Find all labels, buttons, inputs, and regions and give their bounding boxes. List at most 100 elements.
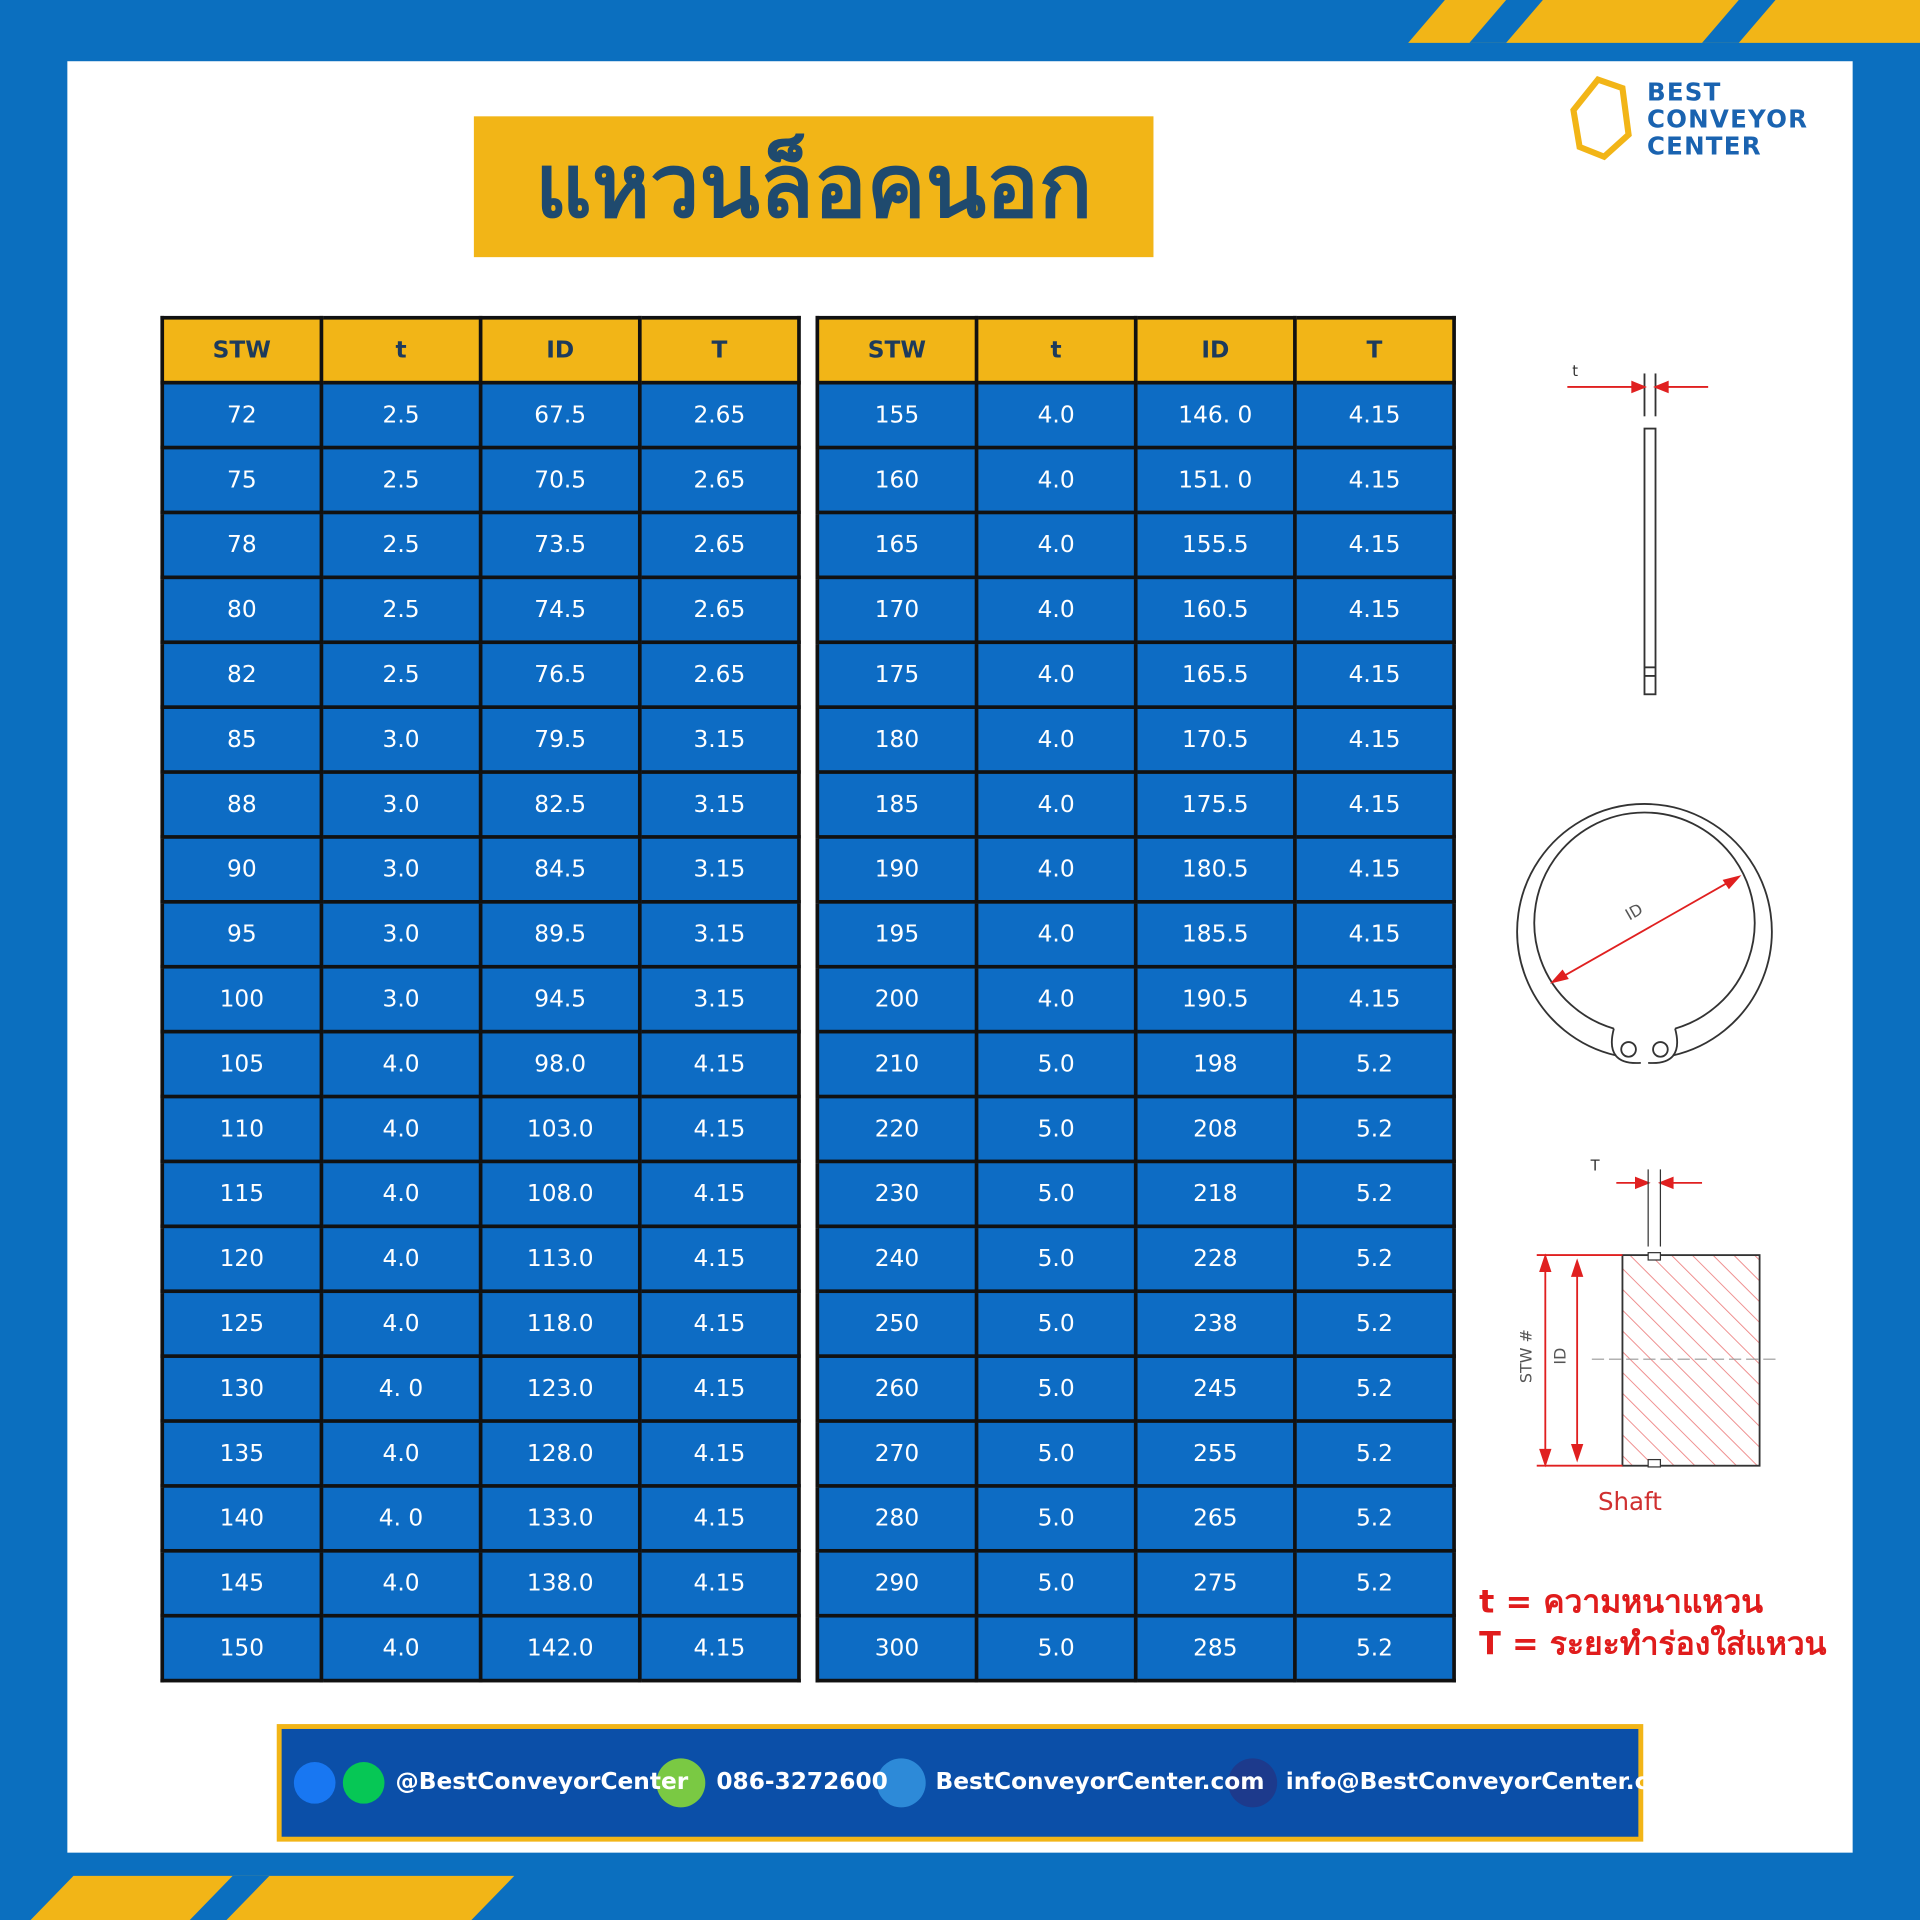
cell: 110 [160, 1094, 324, 1164]
cell: 4.0 [319, 1613, 483, 1683]
note: t = ความหนาแหวน [1479, 1584, 1764, 1622]
email: info@BestConveyorCenter.com [1285, 1768, 1689, 1796]
cell: 4.0 [974, 510, 1138, 580]
thickness-arrow [1567, 380, 1709, 394]
row: 110 4.0 103.0 4.15 [160, 1094, 801, 1164]
cell: 4.15 [637, 1029, 801, 1099]
cell: 208 [1133, 1094, 1297, 1164]
line-icon [342, 1762, 385, 1804]
header-row: STW t ID T [815, 315, 1456, 385]
cell: 5.0 [974, 1484, 1138, 1553]
cell: 4.0 [974, 575, 1138, 645]
cell: 228 [1133, 1224, 1297, 1294]
web-icon [876, 1758, 926, 1808]
notes: t = ความหนาแหวน T = ระยะทำร่องใส่แหวน [1479, 1582, 1826, 1665]
cell: 2.65 [637, 380, 801, 450]
cell: 74.5 [478, 575, 642, 645]
cell: 5.0 [974, 1159, 1138, 1229]
cell: 5.2 [1293, 1159, 1456, 1229]
cell: 5.2 [1293, 1094, 1456, 1164]
cell: 4.15 [1293, 835, 1456, 904]
cell: 4. 0 [319, 1354, 483, 1423]
cell: 155 [815, 380, 979, 450]
cell: 210 [815, 1029, 979, 1099]
row: 155 4.0 146. 0 4.15 [815, 380, 1456, 450]
cell: 4.15 [1293, 380, 1456, 450]
cell: 142.0 [478, 1613, 642, 1683]
row: 125 4.0 118.0 4.15 [160, 1289, 801, 1358]
cell: 4.15 [637, 1094, 801, 1164]
logo-line: CENTER [1646, 131, 1762, 161]
cell: 5.2 [1293, 1419, 1456, 1488]
cell: 3.15 [637, 705, 801, 774]
cell: 95 [160, 899, 324, 969]
row: 200 4.0 190.5 4.15 [815, 964, 1456, 1034]
row: 260 5.0 245 5.2 [815, 1354, 1456, 1423]
cell: 90 [160, 835, 324, 904]
cell: 4.15 [1293, 445, 1456, 515]
logo-mark [1570, 75, 1632, 161]
cell: 280 [815, 1484, 979, 1553]
row: 165 4.0 155.5 4.15 [815, 510, 1456, 580]
cell: 125 [160, 1289, 324, 1358]
diagram-label: STW # [1517, 1329, 1537, 1384]
cell: 4.0 [319, 1419, 483, 1488]
cell: 195 [815, 899, 979, 969]
cell: 72 [160, 380, 324, 450]
cell: 5.2 [1293, 1484, 1456, 1553]
cell: 255 [1133, 1419, 1297, 1488]
cell: 260 [815, 1354, 979, 1423]
cell: 4.0 [974, 770, 1138, 839]
cell: 5.0 [974, 1419, 1138, 1488]
cell: 123.0 [478, 1354, 642, 1423]
cell: 84.5 [478, 835, 642, 904]
row: 250 5.0 238 5.2 [815, 1289, 1456, 1358]
cell: 82.5 [478, 770, 642, 839]
row: 290 5.0 275 5.2 [815, 1548, 1456, 1618]
cell: 88 [160, 770, 324, 839]
row: 185 4.0 175.5 4.15 [815, 770, 1456, 839]
header-cell: ID [478, 315, 642, 385]
cell: 150 [160, 1613, 324, 1683]
row: 105 4.0 98.0 4.15 [160, 1029, 801, 1099]
row: 75 2.5 70.5 2.65 [160, 445, 801, 515]
cell: 78 [160, 510, 324, 580]
cell: 4.15 [1293, 964, 1456, 1034]
cell: 3.15 [637, 899, 801, 969]
cell: 82 [160, 640, 324, 709]
title: แหวนล็อคนอก [535, 134, 1093, 238]
cell: 5.2 [1293, 1613, 1456, 1683]
row: 82 2.5 76.5 2.65 [160, 640, 801, 709]
cell: 113.0 [478, 1224, 642, 1294]
facebook-icon [293, 1762, 336, 1804]
row: 210 5.0 198 5.2 [815, 1029, 1456, 1099]
cell: 4.15 [1293, 640, 1456, 709]
phone-icon [656, 1758, 706, 1808]
cell: 4.0 [974, 380, 1138, 450]
cell: 270 [815, 1419, 979, 1488]
cell: 4. 0 [319, 1484, 483, 1553]
row: 130 4. 0 123.0 4.15 [160, 1354, 801, 1423]
header-cell: T [637, 315, 801, 385]
cell: 4.0 [974, 640, 1138, 709]
cell: 5.2 [1293, 1029, 1456, 1099]
row: 180 4.0 170.5 4.15 [815, 705, 1456, 774]
logo-line: CONVEYOR [1646, 104, 1809, 134]
id-arrow [1549, 875, 1742, 984]
cell: 245 [1133, 1354, 1297, 1423]
cell: 165 [815, 510, 979, 580]
stripe-gap [1702, 0, 1776, 43]
cell: 3.0 [319, 835, 483, 904]
row: 190 4.0 180.5 4.15 [815, 835, 1456, 904]
cell: 73.5 [478, 510, 642, 580]
cell: 80 [160, 575, 324, 645]
cell: 4.0 [319, 1548, 483, 1618]
row: 120 4.0 113.0 4.15 [160, 1224, 801, 1294]
cell: 5.0 [974, 1094, 1138, 1164]
cell: 108.0 [478, 1159, 642, 1229]
cell: 4.0 [974, 835, 1138, 904]
cell: 275 [1133, 1548, 1297, 1618]
cell: 5.2 [1293, 1548, 1456, 1618]
row: 72 2.5 67.5 2.65 [160, 380, 801, 450]
stripe-gap [1469, 0, 1543, 43]
